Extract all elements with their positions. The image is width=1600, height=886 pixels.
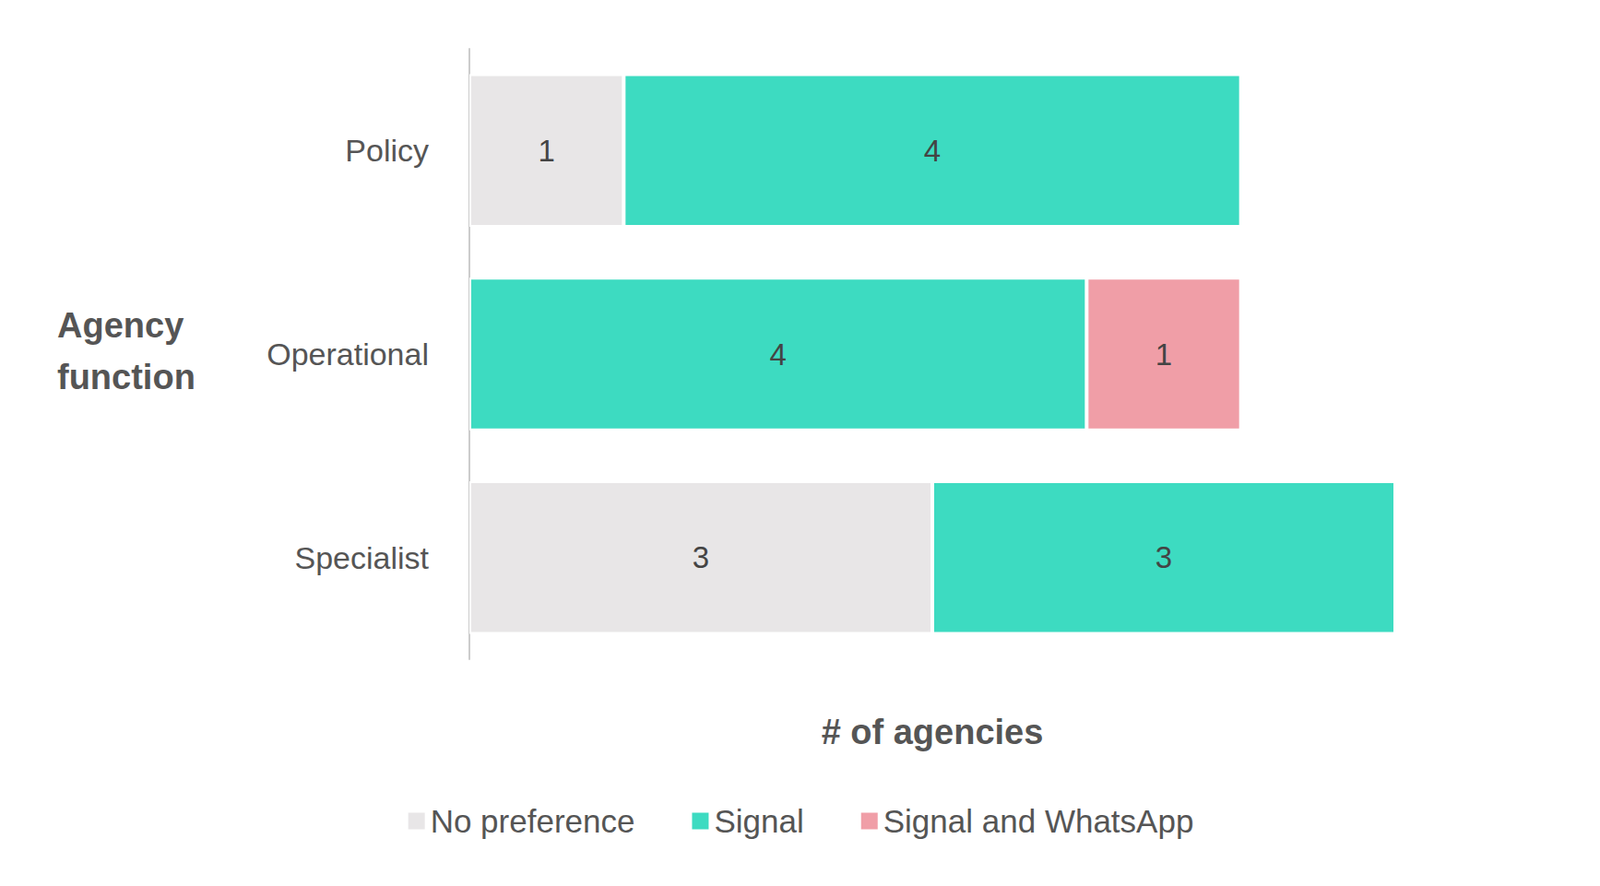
svg-text:1: 1	[1155, 337, 1173, 372]
svg-text:4: 4	[769, 337, 786, 372]
svg-text:Agency: Agency	[57, 306, 184, 345]
svg-text:4: 4	[924, 133, 941, 168]
svg-text:3: 3	[1155, 540, 1173, 575]
svg-text:Specialist: Specialist	[294, 540, 429, 576]
svg-text:Signal: Signal	[713, 803, 804, 840]
svg-text:function: function	[57, 357, 196, 397]
svg-text:# of agencies: # of agencies	[821, 712, 1044, 752]
svg-text:3: 3	[692, 540, 710, 575]
svg-text:1: 1	[537, 133, 555, 168]
svg-text:Signal and WhatsApp: Signal and WhatsApp	[883, 803, 1195, 840]
svg-text:Operational: Operational	[266, 336, 429, 372]
svg-text:No preference: No preference	[430, 803, 636, 840]
svg-text:Policy: Policy	[344, 132, 429, 168]
